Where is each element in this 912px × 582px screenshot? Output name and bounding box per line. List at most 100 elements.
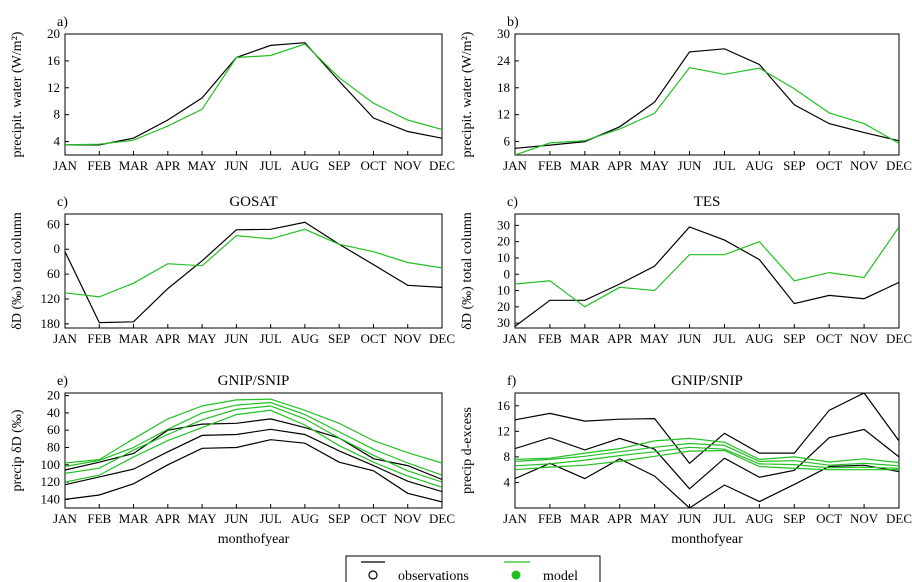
x-axis-label-f: monthofyear [671,532,743,547]
x-tick-label: AUG [745,331,773,346]
series-group-f [515,393,899,508]
x-tick-label: SEP [783,158,805,173]
series-line-model-2 [515,442,899,467]
y-tick-label: 12 [47,80,60,95]
x-tick-label: AUG [745,158,773,173]
series-line-observations-1 [515,226,899,327]
legend-observations-label: observations [398,569,469,582]
y-tick-label: 20 [497,299,510,314]
x-tick-label: JUL [713,511,735,526]
y-tick-label: 4 [504,474,511,489]
plot-frame-c2 [514,213,900,329]
x-tick-label: APR [155,511,181,526]
panel-label-f: f) [507,374,517,389]
y-tick-label: 30 [497,26,510,41]
series-line-model-1 [515,437,899,464]
plot-frame-e [64,392,443,509]
series-line-observations-3 [65,418,442,481]
x-tick-label: SEP [328,158,350,173]
series-line-model-1 [65,228,442,298]
x-tick-label: JUN [224,158,248,173]
series-line-observations-1 [515,48,899,149]
y-tick-label: 10 [497,250,510,265]
x-tick-label: SEP [783,511,805,526]
panel-c1: JAN FEB MAR APR MAY JUN JUL AUG SEP OCT NOV DEC 60 0 6… [10,194,455,346]
panel-title-f: GNIP/SNIP [671,373,743,389]
plot-frame-b [514,33,900,156]
y-tick-label: 60 [47,422,60,437]
x-tick-label: FEB [538,158,562,173]
x-tick-label: AUG [291,331,319,346]
x-tick-label: OCT [360,158,386,173]
y-axis-label-f: precip d-excess [460,407,475,494]
panel-label-a: a) [57,15,68,30]
y-tick-label: 6 [504,134,511,149]
legend-observations-marker [368,570,378,580]
y-tick-label: 16 [47,53,61,68]
series-group-c2 [515,226,899,327]
panel-f: JAN FEB MAR APR MAY JUN JUL AUG SEP OCT NOV DEC 4 8 12… [460,373,912,547]
x-tick-label: MAR [570,331,600,346]
panel-label-e: e) [57,374,68,389]
y-tick-label: 80 [47,439,60,454]
series-line-model-4 [515,449,899,471]
x-tick-label: NOV [850,511,879,526]
x-tick-label: DEC [429,331,455,346]
series-line-model-1 [65,43,442,146]
legend: observations model [345,555,601,582]
series-line-model-1 [515,66,899,155]
y-tick-label: 18 [497,80,510,95]
x-tick-label: JAN [503,331,527,346]
legend-model-marker [511,570,521,580]
x-tick-label: JUL [259,331,281,346]
y-axis-label-a: precipit. water (W/m²) [10,31,25,157]
y-axis-label-c2: δD (‰) total column [460,212,475,329]
x-tick-label: FEB [87,158,111,173]
x-tick-label: FEB [87,331,111,346]
x-tick-label: APR [607,331,633,346]
x-tick-label: AUG [291,158,319,173]
panel-b: JAN FEB MAR APR MAY JUN JUL AUG SEP OCT NOV DEC 6 12 1… [460,15,912,173]
panel-label-c2: c) [507,195,518,210]
x-tick-label: JAN [503,511,527,526]
series-line-model-1 [65,398,442,464]
x-tick-label: AUG [291,511,319,526]
series-line-model-3 [65,405,442,483]
y-tick-label: 12 [497,107,510,122]
legend-model-label: model [543,569,578,582]
y-axis-label-e: precip δD (‰) [10,409,25,491]
series-group-e [65,398,442,503]
x-tick-label: MAR [119,158,149,173]
x-tick-label: JUN [678,158,702,173]
x-tick-label: DEC [886,331,912,346]
y-tick-label: 16 [497,398,511,413]
x-tick-label: MAR [119,511,149,526]
x-tick-label: MAY [640,331,670,346]
y-tick-label: 12 [497,423,510,438]
x-tick-label: SEP [328,331,350,346]
x-tick-label: SEP [328,511,350,526]
plot-frame-f [514,392,900,509]
y-tick-label: 60 [47,266,60,281]
x-tick-label: MAY [640,158,670,173]
y-tick-label: 8 [504,449,511,464]
x-tick-label: MAY [188,511,218,526]
x-tick-label: MAY [188,158,218,173]
series-group-c1 [65,221,442,324]
x-tick-label: JUN [678,331,702,346]
x-tick-label: OCT [816,158,842,173]
x-tick-label: AUG [745,511,773,526]
y-tick-label: 140 [41,491,61,506]
panel-label-b: b) [507,15,519,30]
x-tick-label: FEB [538,331,562,346]
series-line-observations-1 [65,221,442,324]
series-line-model-4 [65,409,442,488]
panel-title-c1: GOSAT [229,194,277,210]
series-line-observations-1 [65,42,442,146]
x-axis-label-e: monthofyear [218,532,290,547]
x-tick-label: NOV [850,331,879,346]
x-tick-label: JAN [53,511,77,526]
y-tick-label: 30 [497,217,510,232]
y-tick-label: 0 [504,266,511,281]
